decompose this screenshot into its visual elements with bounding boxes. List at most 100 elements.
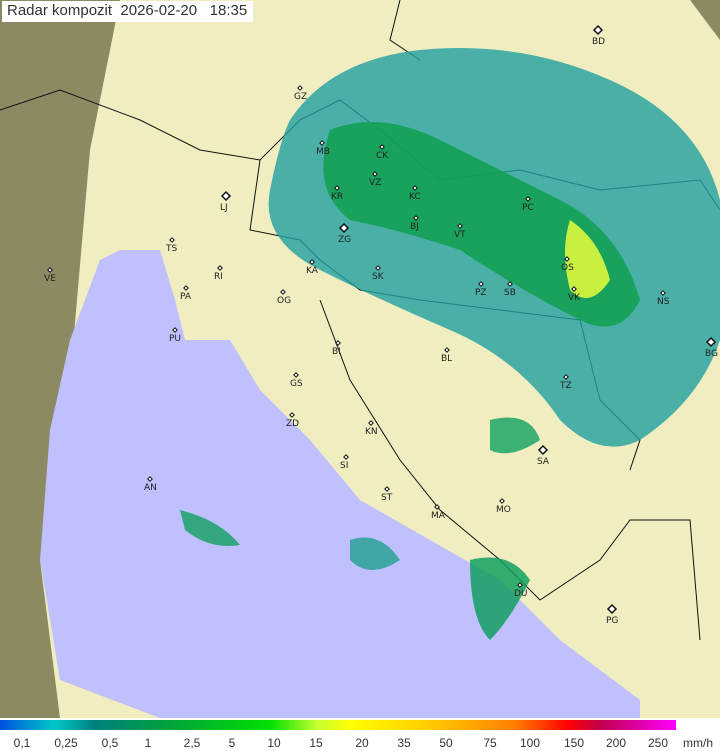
city-marker-icon [564,256,570,262]
city-label: GS [290,379,303,389]
radar-map: GZ BD MB CK VZ KR KC LJ ZG BJ VT PC OS VK NS BG TS VE RI KA… [0,0,720,718]
city-marker-icon [412,185,418,191]
city-os: OS [561,256,574,273]
city-marker-icon [507,281,513,287]
city-marker-icon [147,476,153,482]
city-pu: PU [169,327,181,344]
city-marker-icon [335,340,341,346]
city-marker-icon [293,372,299,378]
city-label: LJ [220,203,228,213]
city-label: BJ [410,222,419,232]
city-ve: VE [44,267,56,284]
city-marker-icon [338,222,350,234]
legend-tick: 250 [647,736,669,750]
city-label: KA [306,266,319,276]
city-label: ZG [338,235,351,245]
city-markers: GZ BD MB CK VZ KR KC LJ ZG BJ VT PC OS VK NS BG TS VE RI KA… [44,24,718,626]
title-date: 2026-02-20 [120,2,198,19]
legend-tick: 10 [267,736,281,750]
legend-tick: 100 [519,736,541,750]
city-label: VE [44,274,56,284]
city-label: TZ [559,381,572,391]
city-ri: RI [214,265,223,282]
city-tz: TZ [559,374,572,391]
city-label: BL [441,354,452,364]
city-label: SA [537,457,550,467]
city-gz: GZ [294,85,307,102]
city-bi: BI [332,340,341,357]
city-lj: LJ [220,190,232,213]
legend-tick: 15 [309,736,323,750]
city-sa: SA [537,444,550,467]
city-zg: ZG [338,222,351,245]
city-vk: VK [568,286,581,303]
legend-tick: 200 [605,736,627,750]
title-time: 18:35 [209,2,248,19]
city-mo: MO [496,498,511,515]
city-label: SK [372,272,385,282]
legend-tick: 150 [563,736,585,750]
city-bl: BL [441,347,452,364]
city-marker-icon [375,265,381,271]
legend-tick: 0,25 [54,736,78,750]
city-marker-icon [413,215,419,221]
city-marker-icon [289,412,295,418]
city-bj: BJ [410,215,419,232]
city-og: OG [277,289,291,306]
city-label: OS [561,263,574,273]
city-marker-icon [297,85,303,91]
city-label: MB [316,147,330,157]
city-marker-icon [457,223,463,229]
city-marker-icon [319,140,325,146]
city-sk: SK [372,265,385,282]
city-marker-icon [220,190,232,202]
city-du: DU [514,582,528,599]
city-marker-icon [368,420,374,426]
city-label: PU [169,334,181,344]
city-gs: GS [290,372,303,389]
city-marker-icon [444,347,450,353]
legend-tick: 5 [228,736,236,750]
city-label: DU [514,589,528,599]
city-vt: VT [454,223,466,240]
city-marker-icon [571,286,577,292]
city-label: PA [180,292,192,302]
city-marker-icon [343,454,349,460]
city-label: VK [568,293,581,303]
city-si: SI [340,454,349,471]
city-kc: KC [409,185,421,202]
city-zd: ZD [286,412,299,429]
city-pz: PZ [475,281,487,298]
city-pa: PA [180,285,192,302]
legend-tick: 0,1 [13,736,31,750]
city-ns: NS [657,290,670,307]
city-ts: TS [165,237,177,254]
city-marker-icon [47,267,53,273]
city-label: CK [376,151,389,161]
city-label: PG [606,616,618,626]
city-label: VZ [369,178,381,188]
city-label: KR [331,192,343,202]
city-st: ST [381,486,393,503]
city-marker-icon [563,374,569,380]
city-label: ST [381,493,393,503]
city-marker-icon [372,171,378,177]
city-ka: KA [306,259,319,276]
city-label: KN [365,427,378,437]
city-label: TS [165,244,177,254]
city-label: ZD [286,419,299,429]
legend-tick: 50 [439,736,453,750]
city-an: AN [144,476,157,493]
city-marker-icon [537,444,549,456]
city-label: AN [144,483,157,493]
city-label: RI [214,272,223,282]
city-marker-icon [384,486,390,492]
city-marker-icon [660,290,666,296]
city-label: OG [277,296,291,306]
intensity-legend: 0,1 0,25 0,5 1 2,5 5 10 15 20 35 50 75 100 150 200 250 m… [0,719,720,751]
city-marker-icon [499,498,505,504]
legend-tick: 20 [355,736,369,750]
city-label: PZ [475,288,487,298]
city-bg: BG [705,336,718,359]
city-mb: MB [316,140,330,157]
